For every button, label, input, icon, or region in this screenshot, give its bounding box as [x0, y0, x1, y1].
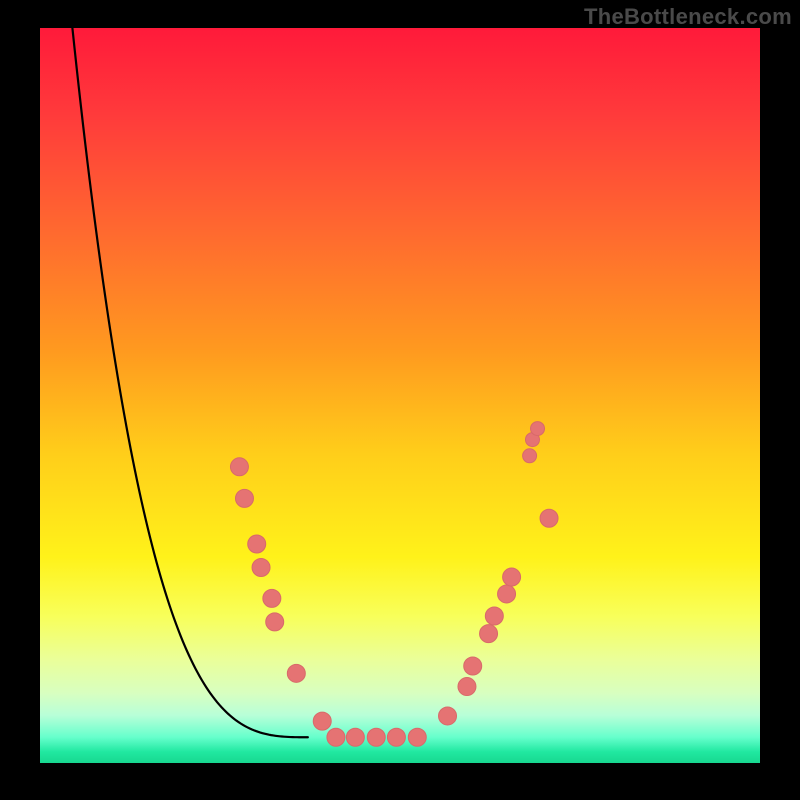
data-marker — [408, 728, 426, 746]
data-marker — [313, 712, 331, 730]
data-marker — [464, 657, 482, 675]
chart-svg — [0, 0, 800, 800]
data-marker — [367, 728, 385, 746]
data-marker — [458, 678, 476, 696]
data-marker — [287, 664, 305, 682]
data-marker — [540, 509, 558, 527]
data-marker — [439, 707, 457, 725]
data-marker — [498, 585, 516, 603]
data-marker — [485, 607, 503, 625]
data-marker — [346, 728, 364, 746]
data-marker — [235, 489, 253, 507]
data-marker — [327, 728, 345, 746]
data-marker — [523, 449, 537, 463]
data-marker — [263, 589, 281, 607]
data-marker — [503, 568, 521, 586]
data-marker — [266, 613, 284, 631]
data-marker — [252, 558, 270, 576]
chart-stage: TheBottleneck.com — [0, 0, 800, 800]
data-marker — [480, 625, 498, 643]
data-marker — [248, 535, 266, 553]
data-marker — [531, 422, 545, 436]
data-marker — [230, 458, 248, 476]
data-marker — [387, 728, 405, 746]
plot-area — [40, 28, 760, 763]
watermark-text: TheBottleneck.com — [584, 4, 792, 30]
